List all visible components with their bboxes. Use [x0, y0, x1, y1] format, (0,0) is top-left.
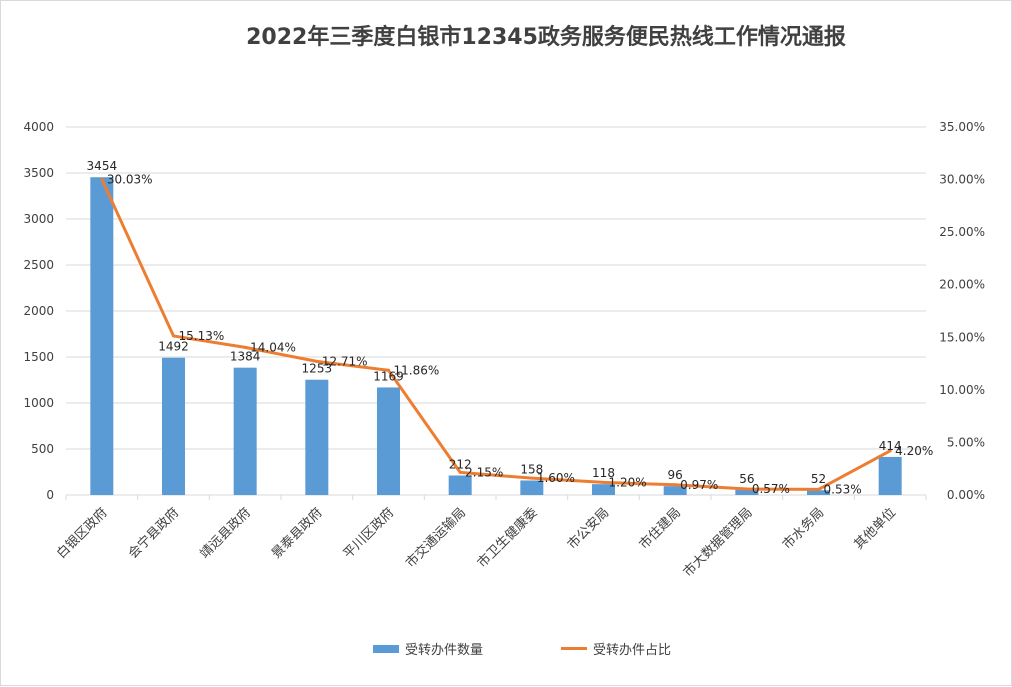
bar	[233, 367, 257, 495]
line-point	[100, 177, 104, 181]
x-category-label: 平川区政府	[341, 505, 398, 562]
bar	[305, 379, 329, 495]
bar-value-label: 158	[520, 462, 543, 476]
x-category-label: 靖远县政府	[197, 505, 254, 562]
x-category-label: 市水务局	[779, 505, 827, 553]
line-value-label: 30.03%	[107, 172, 153, 186]
line-value-label: 12.71%	[322, 354, 368, 368]
bar-value-label: 212	[449, 457, 472, 471]
legend-bar-swatch	[373, 644, 399, 653]
line-point	[387, 368, 390, 372]
line-value-label: 0.57%	[752, 482, 790, 496]
y-left-tick-label: 4000	[23, 120, 54, 134]
line-point	[817, 487, 820, 491]
legend-line-swatch	[561, 647, 587, 650]
y-right-tick-label: 30.00%	[939, 173, 985, 187]
x-category-label: 市住建局	[636, 505, 684, 553]
bar-value-label: 118	[592, 466, 615, 480]
x-category-label: 其他单位	[852, 505, 899, 552]
y-left-tick-label: 3500	[23, 166, 54, 180]
x-category-label: 会宁县政府	[125, 505, 182, 562]
bar-value-label: 52	[811, 472, 826, 486]
bar	[377, 387, 400, 495]
line-point	[315, 359, 319, 363]
legend: 受转办件数量 受转办件占比	[1, 639, 1012, 659]
chart-title: 2022年三季度白银市12345政务服务便民热线工作情况通报	[246, 25, 846, 50]
y-right-tick-label: 25.00%	[939, 225, 985, 239]
line-point	[888, 449, 892, 453]
bar	[162, 357, 185, 495]
line-value-label: 15.13%	[179, 329, 225, 343]
y-left-tick-label: 500	[31, 442, 54, 456]
line-value-label: 14.04%	[250, 340, 296, 354]
y-right-tick-label: 0.00%	[947, 488, 985, 502]
bar-value-label: 1253	[302, 362, 333, 376]
legend-item-line: 受转办件占比	[561, 639, 671, 658]
x-category-label: 市交通运输局	[403, 505, 469, 571]
y-right-tick-label: 35.00%	[939, 120, 985, 134]
line-series	[100, 178, 891, 491]
x-category-label: 市卫生健康委	[474, 505, 540, 571]
x-category-label: 市大数据管理局	[680, 505, 756, 581]
y-right-tick-label: 15.00%	[939, 330, 985, 344]
line-point	[172, 334, 175, 338]
x-category-label: 白银区政府	[53, 505, 110, 562]
line-value-label: 1.60%	[537, 471, 575, 485]
bar-value-label: 414	[879, 439, 902, 453]
bar	[735, 489, 759, 495]
line-value-label: 0.97%	[680, 478, 718, 492]
y-left-tick-label: 1500	[23, 350, 54, 364]
bar	[592, 484, 615, 495]
bar-value-label: 1384	[230, 350, 261, 364]
y-left-tick-label: 2000	[23, 304, 54, 318]
y-left-tick-label: 3000	[23, 212, 54, 226]
line-point	[530, 476, 534, 480]
bar-value-label: 3454	[87, 159, 118, 173]
line-value-label: 11.86%	[394, 363, 440, 377]
line-point	[745, 487, 749, 491]
line-value-label: 1.20%	[609, 475, 647, 489]
y-left-tick-label: 0	[46, 488, 54, 502]
bar	[807, 490, 830, 495]
bar	[878, 456, 902, 495]
line-point	[602, 480, 605, 484]
bar-value-label: 56	[739, 472, 754, 486]
bar-value-label: 1492	[158, 340, 189, 354]
bar	[663, 486, 687, 495]
line-point	[458, 470, 462, 474]
line-point	[243, 345, 247, 349]
line-value-label: 4.20%	[895, 444, 933, 458]
line-value-label: 0.53%	[824, 482, 862, 496]
legend-bar-label: 受转办件数量	[405, 643, 484, 658]
y-left-tick-label: 1000	[23, 396, 54, 410]
y-right-tick-label: 10.00%	[939, 383, 985, 397]
x-category-label: 景泰县政府	[269, 505, 326, 562]
bar	[448, 475, 472, 495]
legend-item-bar: 受转办件数量	[373, 639, 483, 658]
y-right-tick-label: 20.00%	[939, 278, 985, 292]
legend-line-label: 受转办件占比	[593, 643, 672, 658]
y-left-tick-label: 2500	[23, 258, 54, 272]
line-value-label: 2.15%	[465, 465, 503, 479]
line-point	[673, 483, 677, 487]
bar	[90, 177, 114, 495]
x-category-label: 市公安局	[564, 505, 612, 553]
y-right-tick-label: 5.00%	[947, 435, 985, 449]
bar	[520, 480, 544, 495]
bar-value-label: 96	[668, 468, 683, 482]
bar-value-label: 1169	[373, 369, 404, 383]
